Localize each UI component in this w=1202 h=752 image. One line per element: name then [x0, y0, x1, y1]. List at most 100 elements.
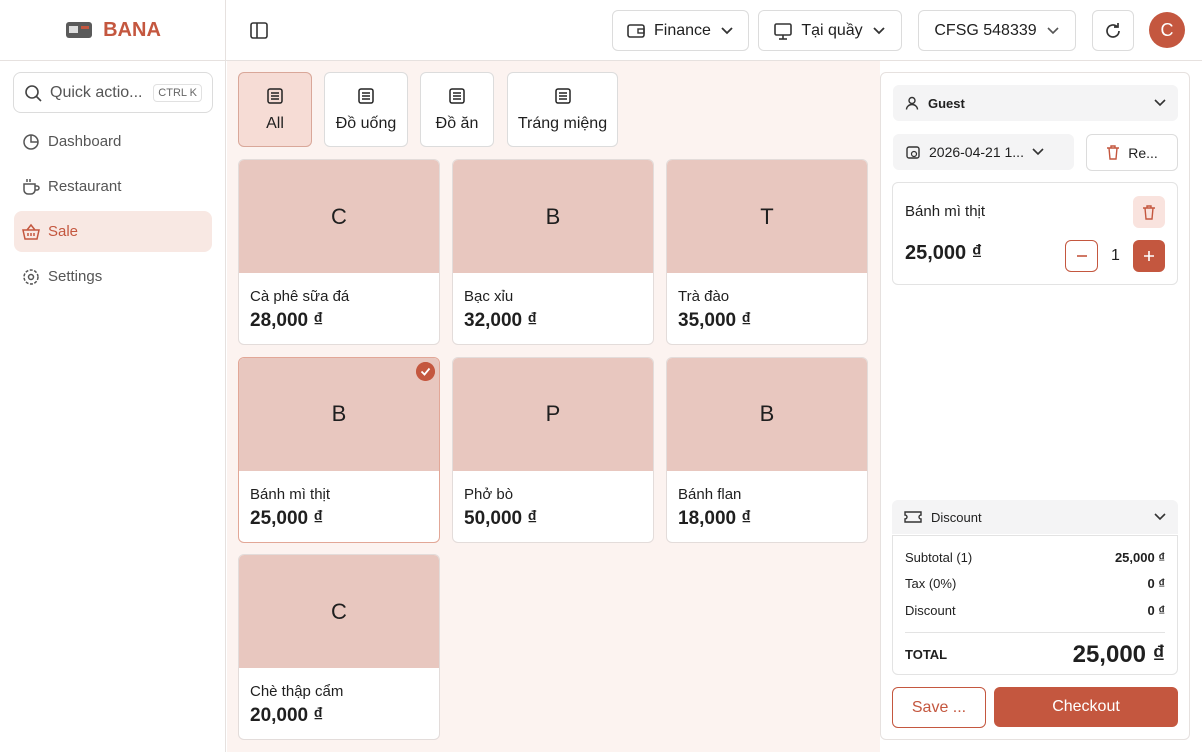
item-price: 25,000 ₫	[905, 242, 982, 264]
trash-icon	[1142, 204, 1156, 220]
nav-icon	[22, 133, 40, 151]
discount-label: Discount	[931, 509, 982, 525]
category-icon	[448, 87, 466, 105]
nav-item[interactable]: Dashboard	[14, 121, 212, 162]
summary-value: 0 ₫	[1147, 576, 1165, 592]
product-price: 35,000 ₫	[678, 310, 752, 331]
category-label: Đồ uống	[335, 114, 397, 132]
category-tab[interactable]: Đồ uống	[324, 72, 408, 147]
brand: BANA	[0, 0, 226, 61]
product-image: B	[453, 160, 653, 273]
product-image: B	[239, 357, 439, 471]
monitor-icon	[774, 22, 793, 40]
nav-icon	[22, 178, 40, 196]
product-price: 50,000 ₫	[464, 507, 538, 529]
category-label: Đồ ăn	[435, 114, 479, 132]
category-icon-svg	[358, 87, 374, 104]
qty-plus[interactable]	[1133, 240, 1165, 272]
chevron	[721, 26, 733, 34]
product-name: Cà phê sữa đá	[250, 288, 350, 305]
nav-icon-svg	[22, 223, 40, 240]
category-icon	[554, 87, 572, 105]
category-tab[interactable]: Tráng miệng	[507, 72, 618, 147]
product-card[interactable]: C Cà phê sữa đá 28,000 ₫	[238, 159, 440, 345]
category-tab[interactable]: Đồ ăn	[420, 72, 494, 147]
customer-select[interactable]: Guest	[893, 85, 1178, 121]
topbar: Finance Tại quầy CFSG 548339 C	[226, 0, 1202, 61]
product-card[interactable]: T Trà đào 35,000 ₫	[666, 159, 868, 345]
category-label: All	[266, 114, 284, 132]
category-label: Tráng miệng	[517, 114, 608, 132]
discount-toggle[interactable]: Discount	[892, 500, 1178, 534]
reset-button[interactable]: Re...	[1086, 134, 1178, 171]
chevron	[1032, 148, 1044, 156]
total-row: TOTAL 25,000 ₫	[905, 631, 1165, 669]
refresh-button[interactable]	[1092, 10, 1134, 51]
nav-icon	[22, 268, 40, 286]
wallet-icon	[627, 23, 645, 38]
nav-item[interactable]: Restaurant	[14, 166, 212, 207]
chevron	[873, 26, 885, 34]
summary-label: Tax (0%)	[905, 576, 957, 592]
checkout-button[interactable]: Checkout	[994, 687, 1178, 727]
category-icon-svg	[267, 87, 283, 104]
summary-row: Tax (0%) 0 ₫	[905, 571, 1165, 598]
nav-item[interactable]: Sale	[14, 211, 212, 252]
nav-icon-svg	[23, 268, 39, 285]
category-icon-svg	[449, 87, 465, 104]
terminal: CFSG 548339	[934, 21, 1037, 39]
reset: Re...	[1128, 144, 1158, 161]
category-icon	[266, 87, 284, 105]
nav-item[interactable]: Settings	[14, 256, 212, 297]
chevron	[1047, 26, 1059, 34]
qty-control: 1	[1065, 240, 1165, 272]
summary-rows: Subtotal (1) 25,000 ₫ Tax (0%) 0 ₫ Discount 0…	[905, 544, 1165, 624]
nav-icon-svg	[23, 178, 40, 195]
nav-icon	[22, 223, 40, 241]
nav-icon-svg	[23, 133, 39, 150]
terminal-select[interactable]: CFSG 548339	[918, 10, 1076, 51]
remove-item[interactable]	[1133, 196, 1165, 228]
product-card[interactable]: P Phở bò 50,000 ₫	[452, 356, 654, 543]
minus-icon	[1076, 250, 1088, 262]
customer: Guest	[928, 95, 965, 111]
qty-minus[interactable]	[1065, 240, 1098, 272]
search[interactable]: Quick actio... CTRL K	[13, 72, 213, 113]
workspace: Finance	[654, 21, 711, 39]
calendar-icon	[906, 146, 920, 159]
sidebar-toggle[interactable]	[250, 21, 270, 41]
cart-panel: Guest 2026-04-21 1... Re... Bánh mì thịt…	[880, 72, 1190, 740]
product-name: Phở bò	[464, 485, 514, 503]
product-card[interactable]: B Bánh flan 18,000 ₫	[666, 356, 868, 543]
user-icon	[905, 96, 919, 110]
nav-label: Settings	[48, 268, 103, 285]
product-name: Bạc xỉu	[464, 288, 514, 305]
summary-row: Discount 0 ₫	[905, 597, 1165, 624]
ticket-icon	[904, 511, 922, 523]
qty: 1	[1111, 247, 1120, 264]
logo	[66, 22, 93, 38]
avatar[interactable]: C	[1149, 12, 1185, 48]
cart-item: Bánh mì thịt 25,000 ₫ 1	[892, 182, 1178, 285]
product-card[interactable]: B Bánh mì thịt 25,000 ₫	[238, 356, 440, 543]
chevron	[1154, 99, 1166, 107]
category-icon-svg	[554, 87, 571, 104]
product-card[interactable]: C Chè thập cẩm 20,000 ₫	[238, 554, 440, 740]
nav-label: Restaurant	[48, 178, 122, 195]
product-card[interactable]: B Bạc xỉu 32,000 ₫	[452, 159, 654, 345]
product-price: 32,000 ₫	[464, 310, 538, 331]
save-button[interactable]: Save ...	[892, 687, 986, 728]
workspace-select[interactable]: Finance	[612, 10, 749, 51]
search-placeholder: Quick actio...	[50, 83, 143, 101]
plus-icon-svg	[1144, 251, 1154, 261]
trash-icon-svg	[1143, 204, 1155, 220]
product-image: T	[667, 160, 867, 273]
minus-icon-svg	[1076, 255, 1087, 257]
category-tab[interactable]: All	[238, 72, 312, 147]
product-image: C	[239, 160, 439, 273]
mode-select[interactable]: Tại quầy	[758, 10, 902, 51]
product-price: 18,000 ₫	[678, 507, 752, 529]
total: 25,000 ₫	[1072, 640, 1165, 668]
date-select[interactable]: 2026-04-21 1...	[893, 134, 1074, 170]
